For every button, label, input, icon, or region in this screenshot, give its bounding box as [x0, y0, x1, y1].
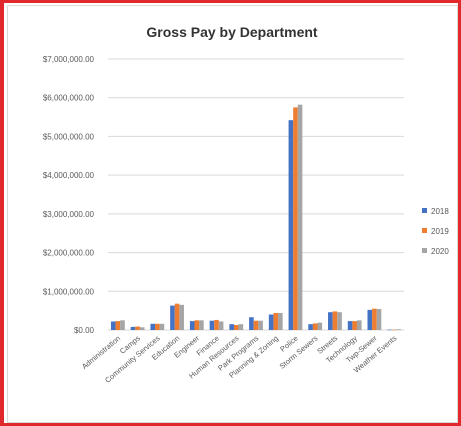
bar-2020 [139, 327, 145, 330]
bar-2019 [253, 320, 259, 330]
bar-2020 [376, 309, 382, 330]
legend: 2018 2019 2020 [422, 207, 449, 256]
bar-2018 [288, 120, 294, 330]
bars [110, 104, 402, 331]
legend-swatch [422, 228, 427, 233]
bar-2018 [229, 324, 234, 330]
bar-2020 [120, 320, 125, 330]
bar-2019 [352, 321, 357, 330]
chart-title: Gross Pay by Department [146, 24, 318, 40]
gridlines [108, 58, 404, 331]
legend-swatch [422, 208, 427, 213]
bar-2018 [347, 321, 353, 330]
bar-2018 [150, 323, 156, 330]
bar-2020 [317, 322, 323, 330]
bar-2019 [332, 311, 338, 330]
bar-2019 [273, 312, 279, 330]
bar-2019 [293, 107, 298, 331]
bar-2018 [387, 329, 392, 331]
bar-2020 [179, 304, 184, 330]
bar-2020 [159, 323, 165, 330]
x-tick-label: Administration [80, 334, 122, 371]
bar-2018 [249, 317, 254, 330]
bar-2019 [214, 319, 219, 330]
bar-2020 [297, 104, 303, 330]
bar-2018 [328, 312, 333, 330]
bar-2018 [189, 321, 195, 330]
bar-2020 [218, 321, 224, 330]
y-tick-label: $5,000,000.00 [43, 132, 95, 141]
y-tick-label: $6,000,000.00 [43, 94, 95, 103]
bar-2020 [238, 324, 244, 330]
y-axis: $0.00 $1,000,000.00 $2,000,000.00 $3,000,00… [43, 55, 95, 335]
y-tick-label: $0.00 [74, 326, 95, 335]
bar-2019 [194, 320, 200, 330]
y-tick-label: $4,000,000.00 [43, 171, 95, 180]
bar-2020 [258, 320, 263, 330]
bar-2018 [268, 314, 274, 330]
bar-2019 [312, 323, 318, 330]
bar-2018 [367, 309, 373, 330]
bar-2019 [115, 321, 121, 330]
bar-2018 [110, 321, 116, 330]
bar-2020 [337, 312, 342, 330]
bar-2020 [278, 312, 283, 330]
chart-area: Gross Pay by Department $0.00 $1,000,000.… [7, 5, 458, 423]
bar-2019 [391, 329, 397, 331]
legend-swatch [422, 248, 427, 253]
bar-2020 [199, 320, 204, 330]
y-tick-label: $7,000,000.00 [43, 55, 95, 64]
legend-label: 2019 [431, 227, 449, 236]
bar-2018 [170, 305, 175, 330]
bar-2019 [135, 326, 140, 330]
bar-2018 [130, 326, 136, 330]
y-tick-label: $1,000,000.00 [43, 287, 95, 296]
bar-2019 [372, 308, 377, 330]
bar-2019 [155, 323, 160, 330]
legend-label: 2018 [431, 207, 449, 216]
legend-label: 2020 [431, 247, 449, 256]
y-tick-label: $2,000,000.00 [43, 249, 95, 258]
y-tick-label: $3,000,000.00 [43, 210, 95, 219]
bar-2019 [174, 303, 180, 330]
bar-2018 [308, 324, 313, 330]
bar-2019 [233, 324, 239, 330]
gross-pay-chart: Gross Pay by Department $0.00 $1,000,000.… [43, 24, 450, 385]
bar-2020 [356, 320, 362, 330]
bar-2020 [396, 329, 402, 330]
bar-2018 [209, 320, 215, 330]
